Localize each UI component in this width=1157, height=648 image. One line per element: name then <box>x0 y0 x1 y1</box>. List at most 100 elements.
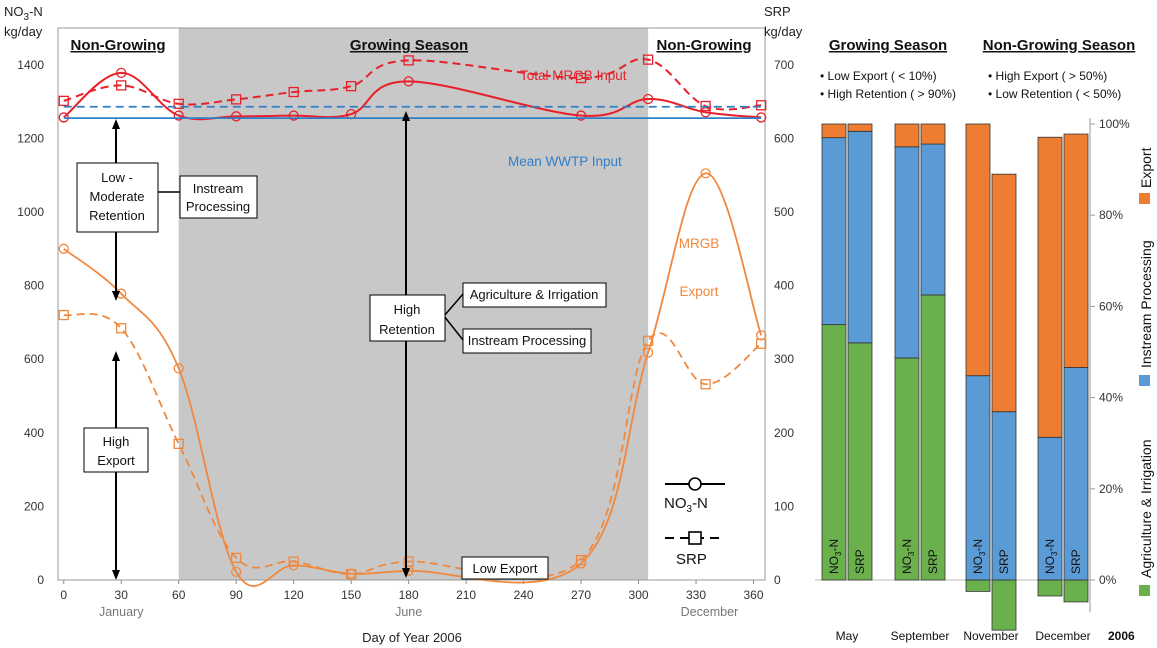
total-input-label: Total MRGB Input <box>520 68 627 83</box>
bar-segment-agriculture-irrigation <box>920 294 946 581</box>
bar-group-label: November <box>963 629 1018 643</box>
legend-instream-swatch <box>1139 375 1150 386</box>
y-left-label-unit: kg/day <box>4 24 43 39</box>
total-mrgb-input-no3-point <box>173 110 184 121</box>
bar-label: SRP <box>997 549 1011 574</box>
y-right-tick-label: 300 <box>774 352 794 366</box>
x-tick-label: 330 <box>686 588 706 602</box>
section-non-growing-left: Non-Growing <box>71 37 166 54</box>
y-right-tick-label: 100 <box>774 499 794 513</box>
box-low-moderate-line3: Retention <box>89 208 145 223</box>
y-left-label-top: NO3-N <box>4 4 43 23</box>
stacked-bar-chart: Growing Season Non-Growing Season • Low … <box>815 37 1154 643</box>
box-high-retention-line1: High <box>394 302 421 317</box>
bar-label: NO3-N <box>900 539 916 574</box>
y-left-tick-label: 200 <box>24 499 44 513</box>
x-tick-label: 30 <box>115 588 129 602</box>
month-label: December <box>681 605 739 619</box>
bar-segment-export <box>920 123 946 145</box>
total-mrgb-input-srp-line <box>63 57 762 111</box>
mrgb-export-srp-point <box>575 554 587 566</box>
total-mrgb-input-no3-point <box>116 67 127 79</box>
y-right-label-unit: kg/day <box>764 24 803 39</box>
mrgb-export-no3-line <box>63 172 763 587</box>
mrgb-export-srp-point <box>700 379 711 390</box>
y-right-label-top: SRP <box>764 4 791 19</box>
connector-agri <box>443 293 464 317</box>
y-left-tick-label: 0 <box>37 573 44 587</box>
bar-y-tick-label: 40% <box>1099 391 1123 405</box>
x-tick-label: 120 <box>284 588 304 602</box>
legend-instream-label: Instream Processing <box>1138 240 1154 368</box>
bar-segment-export <box>847 123 873 132</box>
box-low-moderate-line1: Low - <box>101 170 133 185</box>
y-left-tick-label: 1400 <box>17 58 44 72</box>
mrgb-export-srp-point <box>231 552 242 564</box>
y-left-tick-label: 1000 <box>17 205 44 219</box>
plot-frame <box>57 27 766 581</box>
bar-segment-agriculture-irrigation <box>847 342 873 581</box>
mrgb-export-no3-point <box>642 347 654 358</box>
box-agri <box>462 282 607 308</box>
y-left-tick-label: 600 <box>24 352 44 366</box>
y-right-tick-label: 200 <box>774 426 794 440</box>
box-agri-text: Agriculture & Irrigation <box>470 287 599 302</box>
mrgb-export-srp-point <box>116 323 127 334</box>
x-tick-label: 210 <box>456 588 476 602</box>
bar-label: SRP <box>1069 549 1083 574</box>
bar-label: SRP <box>853 549 867 574</box>
box-instream-left <box>179 175 258 219</box>
box-low-export-text: Low Export <box>472 561 537 576</box>
bar-label: NO3-N <box>827 539 843 574</box>
month-label: June <box>395 605 422 619</box>
box-high-export-line2: Export <box>97 453 135 468</box>
bar-y-tick-label: 20% <box>1099 482 1123 496</box>
bar-label: SRP <box>926 549 940 574</box>
bar-segment-export <box>821 123 847 139</box>
bar-segment-agriculture-irrigation <box>894 357 920 581</box>
note-nongrowing-2: • Low Retention ( < 50%) <box>988 87 1121 101</box>
total-mrgb-input-no3-point <box>403 76 414 87</box>
bar-section-nongrowing: Non-Growing Season <box>983 37 1136 54</box>
mrgb-export-srp-line <box>63 313 762 579</box>
legend-export-label: Export <box>1138 147 1154 188</box>
bar-group-label: September <box>891 629 950 643</box>
bar-year: 2006 <box>1108 629 1135 643</box>
x-tick-label: 180 <box>399 588 419 602</box>
bar-segment-agriculture-irrigation <box>991 579 1017 631</box>
bar-segment-instream-processing <box>991 411 1017 581</box>
bar-segment-agriculture-irrigation <box>965 579 991 592</box>
bar-segment-instream-processing <box>847 130 873 344</box>
mrgb-export-srp-point <box>288 556 299 567</box>
box-high-retention-line2: Retention <box>379 322 435 337</box>
bar-y-tick-label: 100% <box>1099 117 1130 131</box>
box-instream-left-line1: Instream <box>193 181 244 196</box>
mrgb-export-label-1: MRGB <box>679 236 720 251</box>
note-growing-2: • High Retention ( > 90%) <box>820 87 956 101</box>
mrgb-export-no3-point <box>173 363 184 374</box>
bar-label: NO3-N <box>1043 539 1059 574</box>
note-nongrowing-1: • High Export ( > 50%) <box>988 69 1107 83</box>
y-left-tick-label: 800 <box>24 279 44 293</box>
legend-no3-label: NO3-N <box>664 495 708 515</box>
box-low-moderate-line2: Moderate <box>90 189 145 204</box>
total-mrgb-input-srp-point <box>403 55 414 66</box>
bar-group-label: May <box>836 629 859 643</box>
connector-instream-mid <box>443 315 464 341</box>
y-right-tick-label: 700 <box>774 58 794 72</box>
total-mrgb-input-no3-point <box>288 110 299 121</box>
box-high-export-line1: High <box>103 434 130 449</box>
bar-segment-agriculture-irrigation <box>821 324 847 581</box>
bar-segment-export <box>965 123 991 377</box>
legend-agri-swatch <box>1139 585 1150 596</box>
box-instream-mid <box>462 328 592 354</box>
x-tick-label: 60 <box>172 588 186 602</box>
line-chart: 0 30 60 90 120 150 180 210 240 270 300 330 360 0 200 40… <box>4 4 803 645</box>
bar-segment-agriculture-irrigation <box>1063 579 1089 603</box>
y-left-tick-label: 400 <box>24 426 44 440</box>
box-high-export <box>83 427 149 473</box>
bar-segment-instream-processing <box>1063 367 1089 581</box>
x-axis-label: Day of Year 2006 <box>362 630 462 645</box>
total-mrgb-input-srp-point <box>58 95 69 107</box>
bar-segment-instream-processing <box>821 137 847 326</box>
